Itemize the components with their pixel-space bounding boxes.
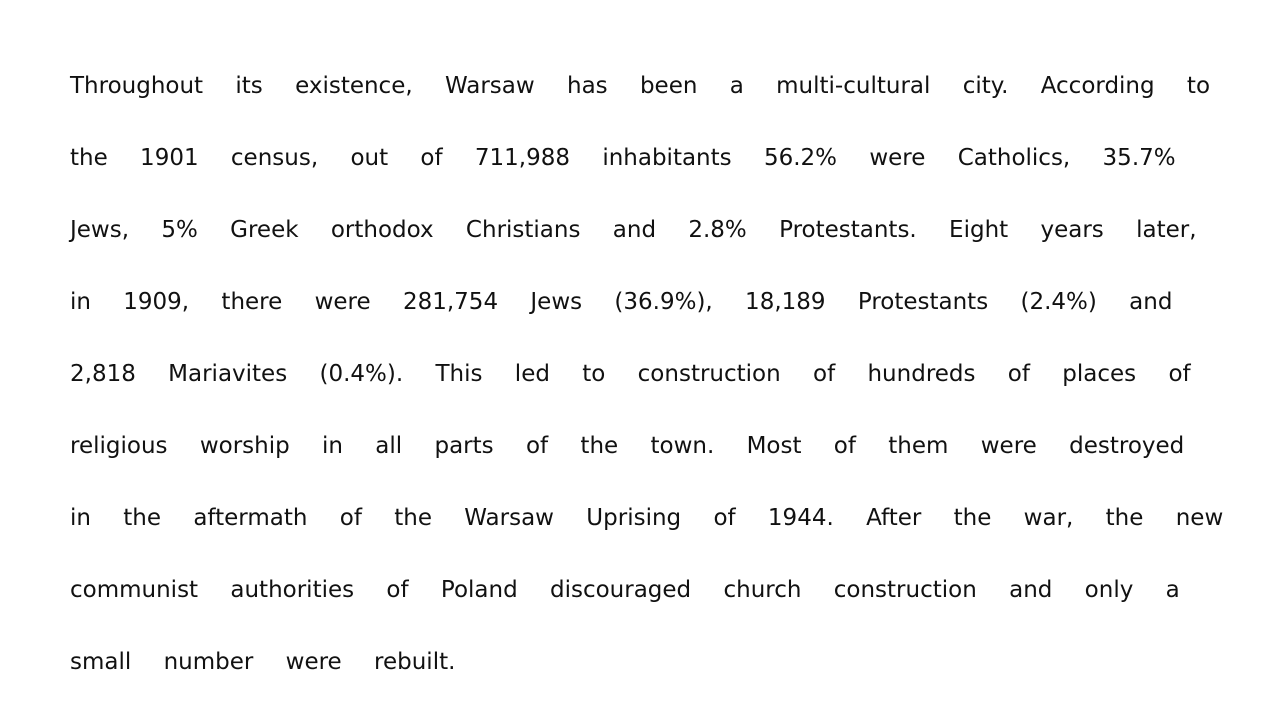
text-line: the 1901 census, out of 711,988 inhabita… <box>70 145 1176 171</box>
text-line: Throughout its existence, Warsaw has bee… <box>70 73 1211 99</box>
text-line: communist authorities of Poland discoura… <box>70 577 1180 603</box>
text-line: Jews, 5% Greek orthodox Christians and 2… <box>70 217 1197 243</box>
text-line: small number were rebuilt. <box>70 649 456 675</box>
text-line: in 1909, there were 281,754 Jews (36.9%)… <box>70 289 1173 315</box>
text-line: in the aftermath of the Warsaw Uprising … <box>70 505 1224 531</box>
text-paragraph: Throughout its existence, Warsaw has bee… <box>70 62 1230 710</box>
text-line: 2,818 Mariavites (0.4%). This led to con… <box>70 361 1191 387</box>
text-line: religious worship in all parts of the to… <box>70 433 1185 459</box>
